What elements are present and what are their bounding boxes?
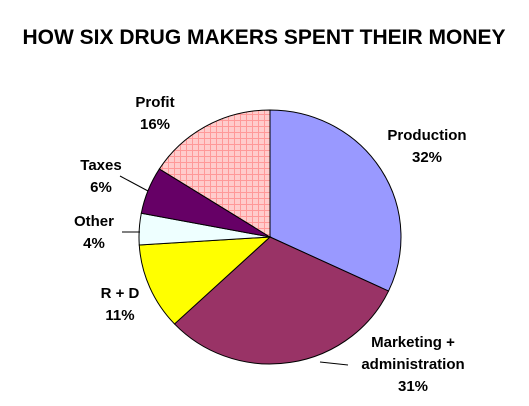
label-taxes: Taxes 6% [80,157,121,196]
label-text: Production [387,127,466,144]
slice-profit [158,109,271,238]
chart-title: HOW SIX DRUG MAKERS SPENT THEIR MONEY [22,26,505,49]
label-text: Other [74,213,114,230]
label-percent: 4% [83,235,105,252]
label-production: Production 32% [387,127,466,166]
leader-lines [119,175,349,366]
slice-production [269,109,402,292]
label-percent: 6% [90,179,112,196]
label-text: R + D [101,285,140,302]
label-percent: 31% [398,378,428,395]
label-other: Other 4% [74,213,114,252]
label-marketing-administration: Marketing + administration 31% [361,334,464,395]
label-text: Marketing + [371,334,455,351]
label-percent: 32% [412,149,442,166]
slice-r-d [138,236,272,325]
label-percent: 11% [105,307,134,324]
label-text: Profit [135,94,174,111]
slice-marketing-administration [173,236,390,365]
label-percent: 16% [140,116,170,133]
leader-line-marketing-administration [319,361,349,366]
label-r-d: R + D 11% [101,285,140,324]
leader-line-taxes [119,175,149,192]
label-profit: Profit 16% [135,94,174,133]
label-text: Taxes [80,157,121,174]
slice-labels: Production 32% Marketing + administration 31… [74,94,467,395]
label-text: administration [361,356,464,373]
pie-slices [138,109,402,365]
